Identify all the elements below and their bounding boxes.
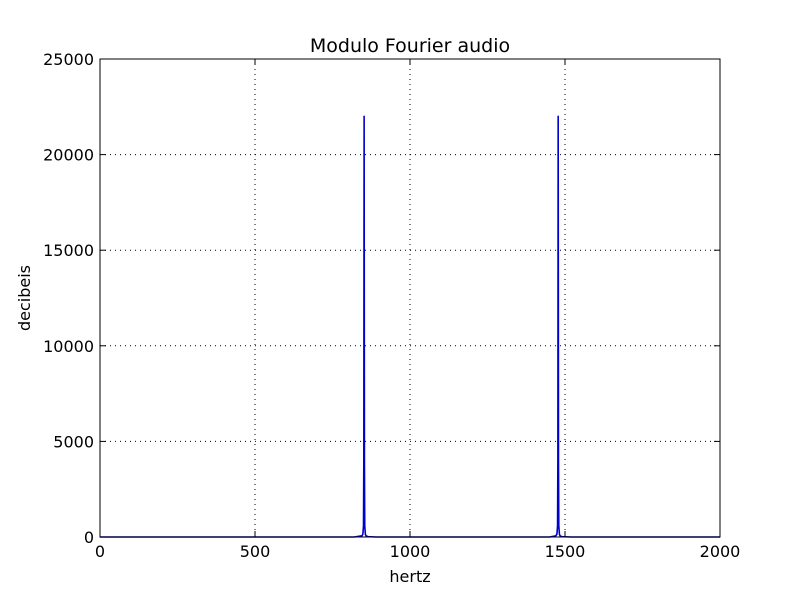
ticks: 0 500 1000 1500 2000050001000015000200002500… — [43, 50, 740, 561]
y-tick-label: 15000 — [43, 241, 94, 260]
y-axis-label: decibeis — [15, 265, 34, 331]
y-tick-label: 20000 — [43, 146, 94, 165]
y-tick-label: 10000 — [43, 337, 94, 356]
y-tick-label: 5000 — [53, 432, 94, 451]
x-tick-label: 2000 — [700, 542, 741, 561]
y-tick-label: 0 — [84, 528, 94, 547]
x-tick-label: 500 — [240, 542, 271, 561]
grid — [100, 59, 720, 537]
x-axis-label: hertz — [389, 567, 430, 586]
chart-title: Modulo Fourier audio — [310, 35, 510, 57]
y-tick-label: 25000 — [43, 50, 94, 69]
x-tick-label: 1000 — [390, 542, 431, 561]
x-tick-label: 1500 — [545, 542, 586, 561]
x-tick-label: 0 — [95, 542, 105, 561]
